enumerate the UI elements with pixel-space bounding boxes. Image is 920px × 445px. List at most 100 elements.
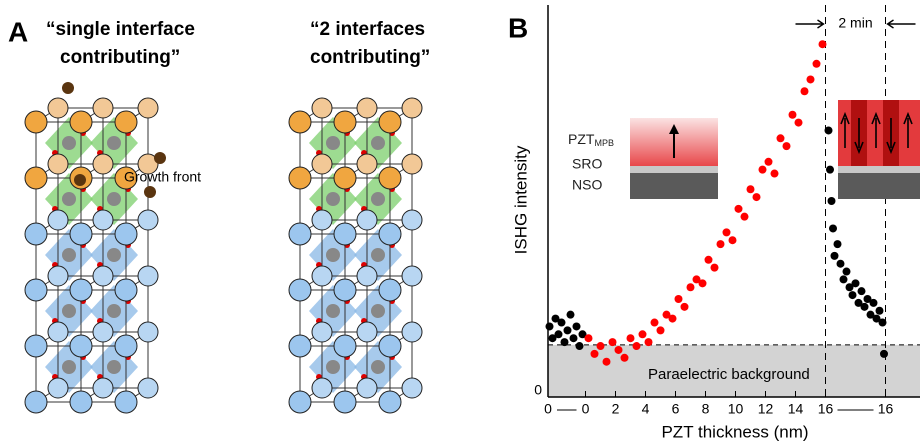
atom: [114, 390, 138, 414]
point: [829, 224, 837, 233]
atom: [107, 192, 121, 206]
atom: [69, 334, 93, 358]
point: [590, 349, 599, 358]
point: [836, 259, 845, 268]
atom: [92, 209, 114, 231]
atom: [333, 166, 357, 190]
left-title: “single interface: [46, 19, 195, 40]
point: [680, 302, 689, 311]
atom: [371, 248, 385, 262]
point: [776, 134, 785, 143]
point: [560, 338, 569, 347]
atom: [401, 97, 423, 119]
point: [563, 326, 572, 335]
atom: [378, 390, 402, 414]
point: [758, 165, 767, 174]
point: [869, 298, 878, 307]
point: [788, 110, 797, 119]
inset-label: NSO: [572, 177, 602, 193]
atom: [47, 265, 69, 287]
atom: [47, 153, 69, 175]
atom: [371, 360, 385, 374]
atom: [378, 278, 402, 302]
point: [839, 275, 848, 284]
point: [812, 59, 821, 68]
atom: [356, 377, 378, 399]
atom: [326, 248, 340, 262]
atom: [114, 166, 138, 190]
point: [728, 236, 737, 245]
point: [746, 185, 755, 194]
atom: [401, 321, 423, 343]
atom: [47, 377, 69, 399]
point: [878, 318, 887, 327]
atom: [333, 278, 357, 302]
atom: [24, 334, 48, 358]
x-tick-label: 2: [612, 401, 620, 417]
atom: [47, 209, 69, 231]
point: [620, 353, 629, 362]
right-title: “2 interfaces: [310, 19, 425, 40]
atom: [401, 153, 423, 175]
point: [863, 295, 872, 303]
point: [638, 330, 647, 339]
atom: [311, 97, 333, 119]
x-tick-label: 8: [702, 401, 710, 417]
atom: [24, 110, 48, 134]
atom: [371, 192, 385, 206]
point: [674, 295, 683, 303]
x-tick-label: 0: [544, 401, 552, 417]
point: [554, 330, 563, 339]
point: [626, 334, 635, 343]
point: [656, 326, 665, 335]
x-tick-label: 12: [758, 401, 774, 417]
point: [872, 314, 881, 323]
atom: [137, 97, 159, 119]
point: [770, 169, 779, 178]
inset-right: [838, 100, 920, 199]
atom: [114, 278, 138, 302]
atom: [401, 265, 423, 287]
atom: [288, 390, 312, 414]
background-band: [548, 344, 920, 397]
left-title: contributing”: [60, 47, 180, 68]
atom: [356, 153, 378, 175]
atom: [356, 265, 378, 287]
atom: [92, 153, 114, 175]
point: [698, 279, 707, 288]
atom: [62, 248, 76, 262]
atom: [24, 278, 48, 302]
point: [854, 298, 863, 307]
atom: [326, 136, 340, 150]
atom: [288, 110, 312, 134]
point: [710, 263, 719, 272]
lattice: [288, 97, 423, 414]
background-label: Paraelectric background: [648, 366, 810, 383]
atom: [333, 334, 357, 358]
point: [833, 240, 842, 249]
point: [575, 342, 584, 351]
point: [866, 310, 875, 319]
atom: [62, 136, 76, 150]
panel-label: A: [8, 16, 28, 47]
inset-label: PZTMPB: [568, 131, 614, 149]
atom: [288, 166, 312, 190]
x-tick-label: 0: [582, 401, 590, 417]
point: [722, 228, 731, 237]
atom: [24, 390, 48, 414]
point: [827, 197, 836, 205]
x-tick-label: 16: [818, 401, 834, 417]
x-tick-label: 6: [672, 401, 680, 417]
point: [668, 314, 677, 323]
y-axis-title: ISHG intensity: [511, 145, 530, 254]
atom: [333, 390, 357, 414]
point: [824, 126, 833, 135]
point: [632, 342, 641, 351]
point: [569, 334, 578, 343]
atom: [114, 334, 138, 358]
point: [704, 255, 713, 264]
atom: [356, 321, 378, 343]
atom: [288, 334, 312, 358]
atom: [311, 321, 333, 343]
point: [572, 322, 581, 331]
